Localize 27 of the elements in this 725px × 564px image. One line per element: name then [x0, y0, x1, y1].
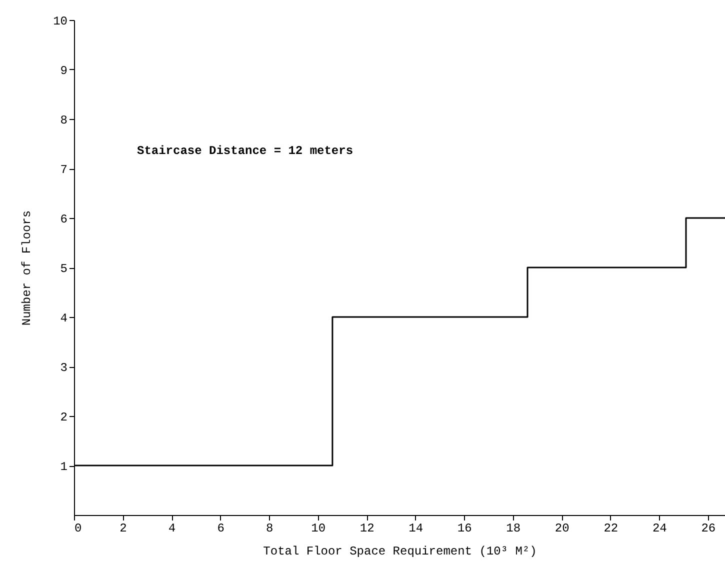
x-tick-label: 16 [457, 522, 472, 536]
x-axis-title: Total Floor Space Requirement (10³ M²) [263, 544, 537, 558]
y-tick-label: 4 [60, 312, 68, 326]
x-tick-label: 8 [266, 522, 274, 536]
y-tick-label: 6 [60, 212, 68, 226]
x-tick-label: 20 [554, 522, 570, 536]
y-tick-label: 7 [60, 163, 68, 177]
x-tick-label: 24 [652, 522, 667, 536]
y-tick-label: 8 [60, 114, 68, 128]
y-tick-label: 1 [60, 460, 68, 474]
y-tick-label: 9 [60, 64, 68, 78]
x-tick-label: 22 [604, 522, 618, 536]
x-tick-label: 10 [311, 522, 326, 536]
x-tick-label: 14 [408, 522, 424, 536]
x-tick-label: 26 [701, 522, 716, 536]
y-tick-label: 3 [60, 361, 68, 375]
y-tick-label: 10 [53, 14, 68, 28]
y-tick-label: 2 [60, 410, 68, 424]
x-tick-label: 2 [120, 522, 127, 536]
x-tick-label: 6 [217, 522, 224, 536]
x-tick-label: 12 [360, 522, 374, 536]
y-axis-title: Number of Floors [20, 210, 34, 326]
x-tick-label: 18 [506, 522, 521, 536]
x-tick-label: 0 [74, 522, 82, 536]
x-tick-label: 4 [168, 522, 176, 536]
annotation: Staircase Distance = 12 meters [137, 144, 354, 158]
y-tick-label: 5 [60, 262, 68, 276]
